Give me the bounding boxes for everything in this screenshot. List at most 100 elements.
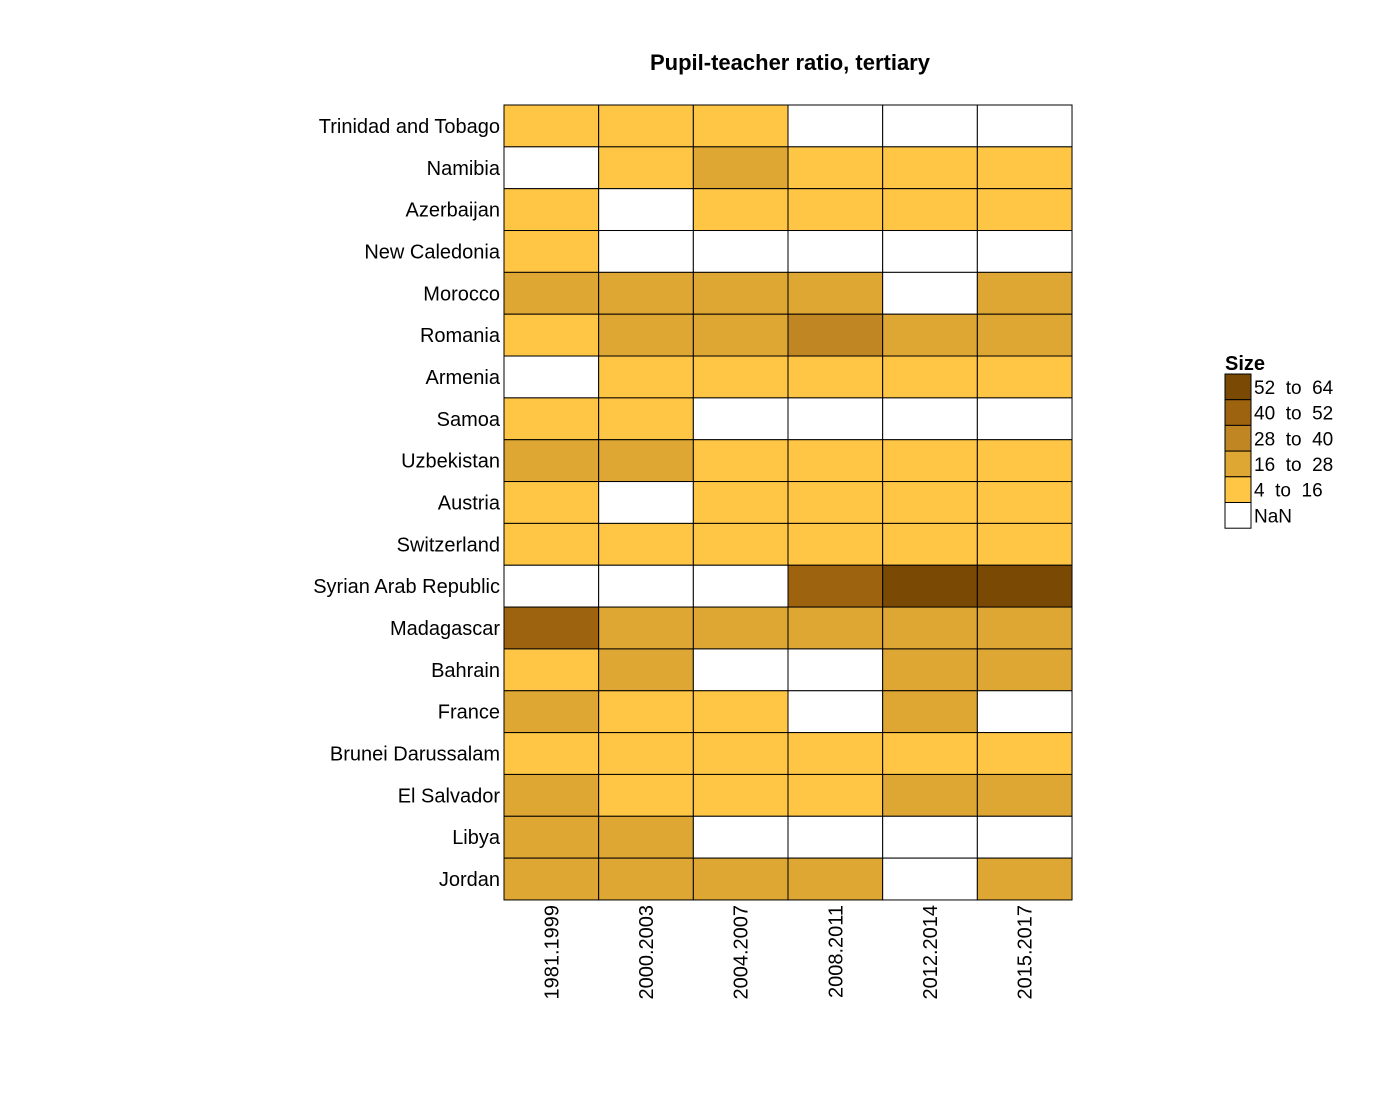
heatmap-cell	[692, 564, 789, 608]
row-label: Syrian Arab Republic	[313, 576, 500, 598]
heatmap-cell	[692, 397, 789, 441]
row-label: Libya	[452, 827, 501, 849]
heatmap-cell	[976, 690, 1073, 734]
row-label: Namibia	[427, 158, 501, 180]
row-label: Jordan	[439, 869, 500, 891]
heatmap-cell	[503, 355, 600, 399]
heatmap-cell	[503, 732, 600, 775]
heatmap-cell	[692, 230, 789, 273]
heatmap-cell	[503, 815, 600, 859]
heatmap-cell	[787, 564, 884, 608]
column-label: 2012.2014	[920, 905, 942, 1000]
heatmap-cell	[882, 146, 978, 190]
heatmap-cell	[976, 773, 1073, 817]
heatmap-cell	[976, 606, 1073, 650]
heatmap-cell	[598, 481, 694, 524]
heatmap-cell	[692, 188, 789, 232]
heatmap-cell	[598, 732, 694, 775]
heatmap-cell	[598, 355, 694, 399]
heatmap-cell	[882, 857, 978, 901]
heatmap-cell	[976, 313, 1073, 357]
heatmap-cell	[882, 773, 978, 817]
column-label: 2004.2007	[731, 905, 753, 1000]
heatmap-cell	[787, 439, 884, 483]
heatmap-cell	[692, 104, 789, 148]
row-label: Trinidad and Tobago	[319, 116, 500, 138]
heatmap-cell	[692, 522, 789, 566]
heatmap-cell	[598, 857, 694, 901]
column-label: 2015.2017	[1015, 905, 1037, 1000]
heatmap-cell	[976, 397, 1073, 441]
column-label: 2008.2011	[825, 905, 847, 998]
heatmap-cell	[787, 522, 884, 566]
heatmap-cell	[503, 104, 600, 148]
heatmap-cell	[692, 606, 789, 650]
row-label: Madagascar	[390, 618, 500, 640]
legend-swatch	[1224, 502, 1252, 529]
column-label: 2000.2003	[636, 905, 658, 1000]
heatmap-cell	[787, 230, 884, 273]
heatmap-cell	[787, 648, 884, 692]
row-label: Romania	[420, 325, 501, 347]
heatmap-cell	[503, 313, 600, 357]
legend-label: 16 to 28	[1254, 455, 1333, 476]
heatmap-cell	[692, 773, 789, 817]
legend-label: 52 to 64	[1254, 378, 1334, 399]
heatmap-cell	[976, 522, 1073, 566]
heatmap-cell	[882, 648, 978, 692]
row-label: El Salvador	[398, 785, 501, 807]
heatmap-cell	[598, 397, 694, 441]
legend-title: Size	[1225, 353, 1265, 375]
heatmap-cell	[692, 146, 789, 190]
heatmap-cell	[976, 564, 1073, 608]
heatmap-cell	[976, 355, 1073, 399]
heatmap-cell	[503, 564, 600, 608]
heatmap-cell	[598, 564, 694, 608]
heatmap-cell	[787, 481, 884, 524]
row-label: Samoa	[437, 409, 501, 431]
heatmap-cell	[503, 648, 600, 692]
heatmap-cell	[503, 146, 600, 190]
heatmap-cell	[503, 439, 600, 483]
heatmap-cell	[503, 857, 600, 901]
heatmap-cell	[598, 522, 694, 566]
heatmap-cell	[882, 732, 978, 775]
heatmap-cell	[598, 146, 694, 190]
heatmap-cell	[787, 146, 884, 190]
heatmap-cell	[692, 481, 789, 524]
heatmap-cell	[598, 606, 694, 650]
heatmap-cell	[787, 732, 884, 775]
heatmap-cell	[503, 481, 600, 524]
heatmap-cell	[882, 522, 978, 566]
heatmap-cell	[976, 271, 1073, 315]
heatmap-cell	[598, 188, 694, 232]
heatmap-cell	[882, 313, 978, 357]
row-label: Austria	[438, 492, 501, 514]
column-label: 1981.1999	[541, 905, 563, 1000]
heatmap-cell	[692, 355, 789, 399]
row-label: Morocco	[423, 283, 500, 305]
heatmap-cell	[976, 815, 1073, 859]
heatmap-cell	[882, 104, 978, 148]
heatmap-cell	[503, 522, 600, 566]
heatmap-cell	[692, 271, 789, 315]
legend-swatch	[1224, 399, 1252, 426]
heatmap-cell	[598, 313, 694, 357]
heatmap-cell	[882, 815, 978, 859]
heatmap-cell	[976, 146, 1073, 190]
heatmap-cell	[882, 690, 978, 734]
heatmap-cell	[882, 230, 978, 273]
legend: Size 52 to 64 40 to 52 28 to 40 16 to 28 4 t…	[1224, 353, 1334, 529]
row-label: Bahrain	[431, 660, 500, 682]
heatmap-cell	[976, 439, 1073, 483]
heatmap-cell	[503, 690, 600, 734]
heatmap-cell	[882, 481, 978, 524]
heatmap-cell	[503, 606, 600, 650]
heatmap-cell	[882, 439, 978, 483]
heatmap-cell	[692, 857, 789, 901]
heatmap-cell	[503, 271, 600, 315]
chart-title: Pupil-teacher ratio, tertiary	[650, 50, 931, 75]
heatmap-cell	[692, 732, 789, 775]
heatmap-cell	[787, 188, 884, 232]
